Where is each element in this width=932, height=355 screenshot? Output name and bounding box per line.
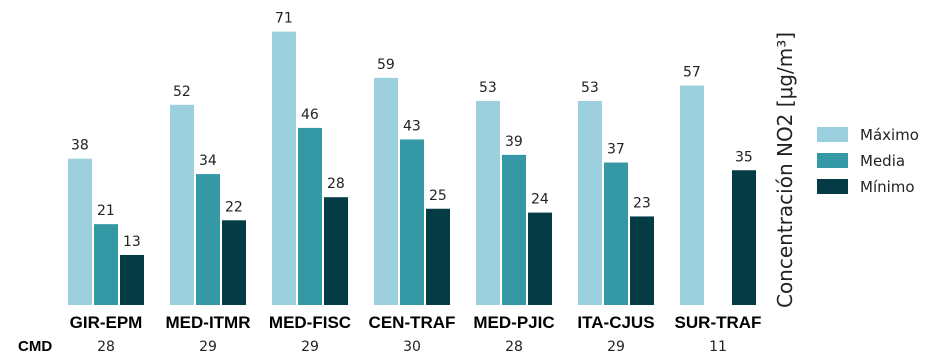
data-label-media-cen-traf: 43 xyxy=(403,118,421,134)
data-label-mínimo-med-itmr: 22 xyxy=(225,199,243,215)
category-labels-layer: GIR-EPM MED-ITMR MED-FISC CEN-TRAF MED-PJIC I… xyxy=(70,313,762,332)
cmd-value-ita-cjus: 29 xyxy=(607,339,625,355)
bars-layer xyxy=(68,31,756,306)
data-label-mínimo-gir-epm: 13 xyxy=(123,234,141,250)
bar-mínimo-ita-cjus xyxy=(630,216,654,305)
bar-media-med-itmr xyxy=(196,174,220,305)
category-label-sur-traf: SUR-TRAF xyxy=(675,313,762,332)
data-label-mínimo-ita-cjus: 23 xyxy=(633,195,651,211)
category-label-med-itmr: MED-ITMR xyxy=(166,313,251,332)
cmd-row: CMD 28 29 29 30 28 29 11 xyxy=(18,338,727,355)
category-label-gir-epm: GIR-EPM xyxy=(70,313,143,332)
legend: Máximo Media Mínimo xyxy=(817,126,919,196)
legend-swatch-mínimo xyxy=(817,179,848,194)
bar-máximo-ita-cjus xyxy=(578,100,602,305)
category-label-med-pjic: MED-PJIC xyxy=(473,313,554,332)
data-label-máximo-med-itmr: 52 xyxy=(173,84,191,100)
bar-mínimo-med-pjic xyxy=(528,212,552,305)
cmd-value-sur-traf: 11 xyxy=(709,339,727,355)
bar-mínimo-med-itmr xyxy=(222,220,246,305)
data-label-máximo-med-pjic: 53 xyxy=(479,80,497,96)
bar-media-med-pjic xyxy=(502,154,526,305)
data-labels-layer: 38 21 13 52 34 22 71 46 28 59 43 25 53 39 24 53 37 23 57 35 xyxy=(71,11,753,250)
cmd-row-title: CMD xyxy=(18,338,52,355)
legend-label-máximo: Máximo xyxy=(860,126,919,144)
bar-media-cen-traf xyxy=(400,139,424,305)
bar-máximo-cen-traf xyxy=(374,77,398,305)
bar-máximo-med-pjic xyxy=(476,100,500,305)
category-label-med-fisc: MED-FISC xyxy=(269,313,351,332)
bar-mínimo-med-fisc xyxy=(324,197,348,305)
data-label-mínimo-cen-traf: 25 xyxy=(429,188,447,204)
bar-media-ita-cjus xyxy=(604,162,628,305)
cmd-value-cen-traf: 30 xyxy=(403,339,421,355)
bar-mínimo-cen-traf xyxy=(426,208,450,305)
legend-swatch-máximo xyxy=(817,127,848,142)
bar-media-med-fisc xyxy=(298,127,322,306)
data-label-media-ita-cjus: 37 xyxy=(607,142,625,158)
bar-máximo-med-fisc xyxy=(272,31,296,306)
data-label-máximo-gir-epm: 38 xyxy=(71,138,89,154)
bar-media-gir-epm xyxy=(94,224,118,305)
cmd-value-med-pjic: 28 xyxy=(505,339,523,355)
legend-label-mínimo: Mínimo xyxy=(860,178,915,196)
data-label-media-med-itmr: 34 xyxy=(199,153,217,169)
bar-máximo-gir-epm xyxy=(68,158,92,305)
y-axis-label: Concentración NO2 [μg/m³] xyxy=(773,32,797,308)
data-label-máximo-ita-cjus: 53 xyxy=(581,80,599,96)
data-label-media-med-fisc: 46 xyxy=(301,107,319,123)
legend-swatch-media xyxy=(817,153,848,168)
bar-máximo-med-itmr xyxy=(170,104,194,305)
cmd-value-med-fisc: 29 xyxy=(301,339,319,355)
cmd-value-med-itmr: 29 xyxy=(199,339,217,355)
cmd-value-gir-epm: 28 xyxy=(97,339,115,355)
category-label-cen-traf: CEN-TRAF xyxy=(369,313,456,332)
data-label-máximo-cen-traf: 59 xyxy=(377,57,395,73)
bar-mínimo-gir-epm xyxy=(120,254,144,305)
data-label-máximo-sur-traf: 57 xyxy=(683,65,701,81)
data-label-mínimo-sur-traf: 35 xyxy=(735,149,753,165)
data-label-mínimo-med-pjic: 24 xyxy=(531,192,549,208)
data-label-media-med-pjic: 39 xyxy=(505,134,523,150)
data-label-máximo-med-fisc: 71 xyxy=(275,11,293,27)
category-label-ita-cjus: ITA-CJUS xyxy=(577,313,654,332)
data-label-mínimo-med-fisc: 28 xyxy=(327,176,345,192)
data-label-media-gir-epm: 21 xyxy=(97,203,115,219)
legend-label-media: Media xyxy=(860,152,905,170)
bar-mínimo-sur-traf xyxy=(732,170,756,305)
bar-máximo-sur-traf xyxy=(680,85,704,305)
